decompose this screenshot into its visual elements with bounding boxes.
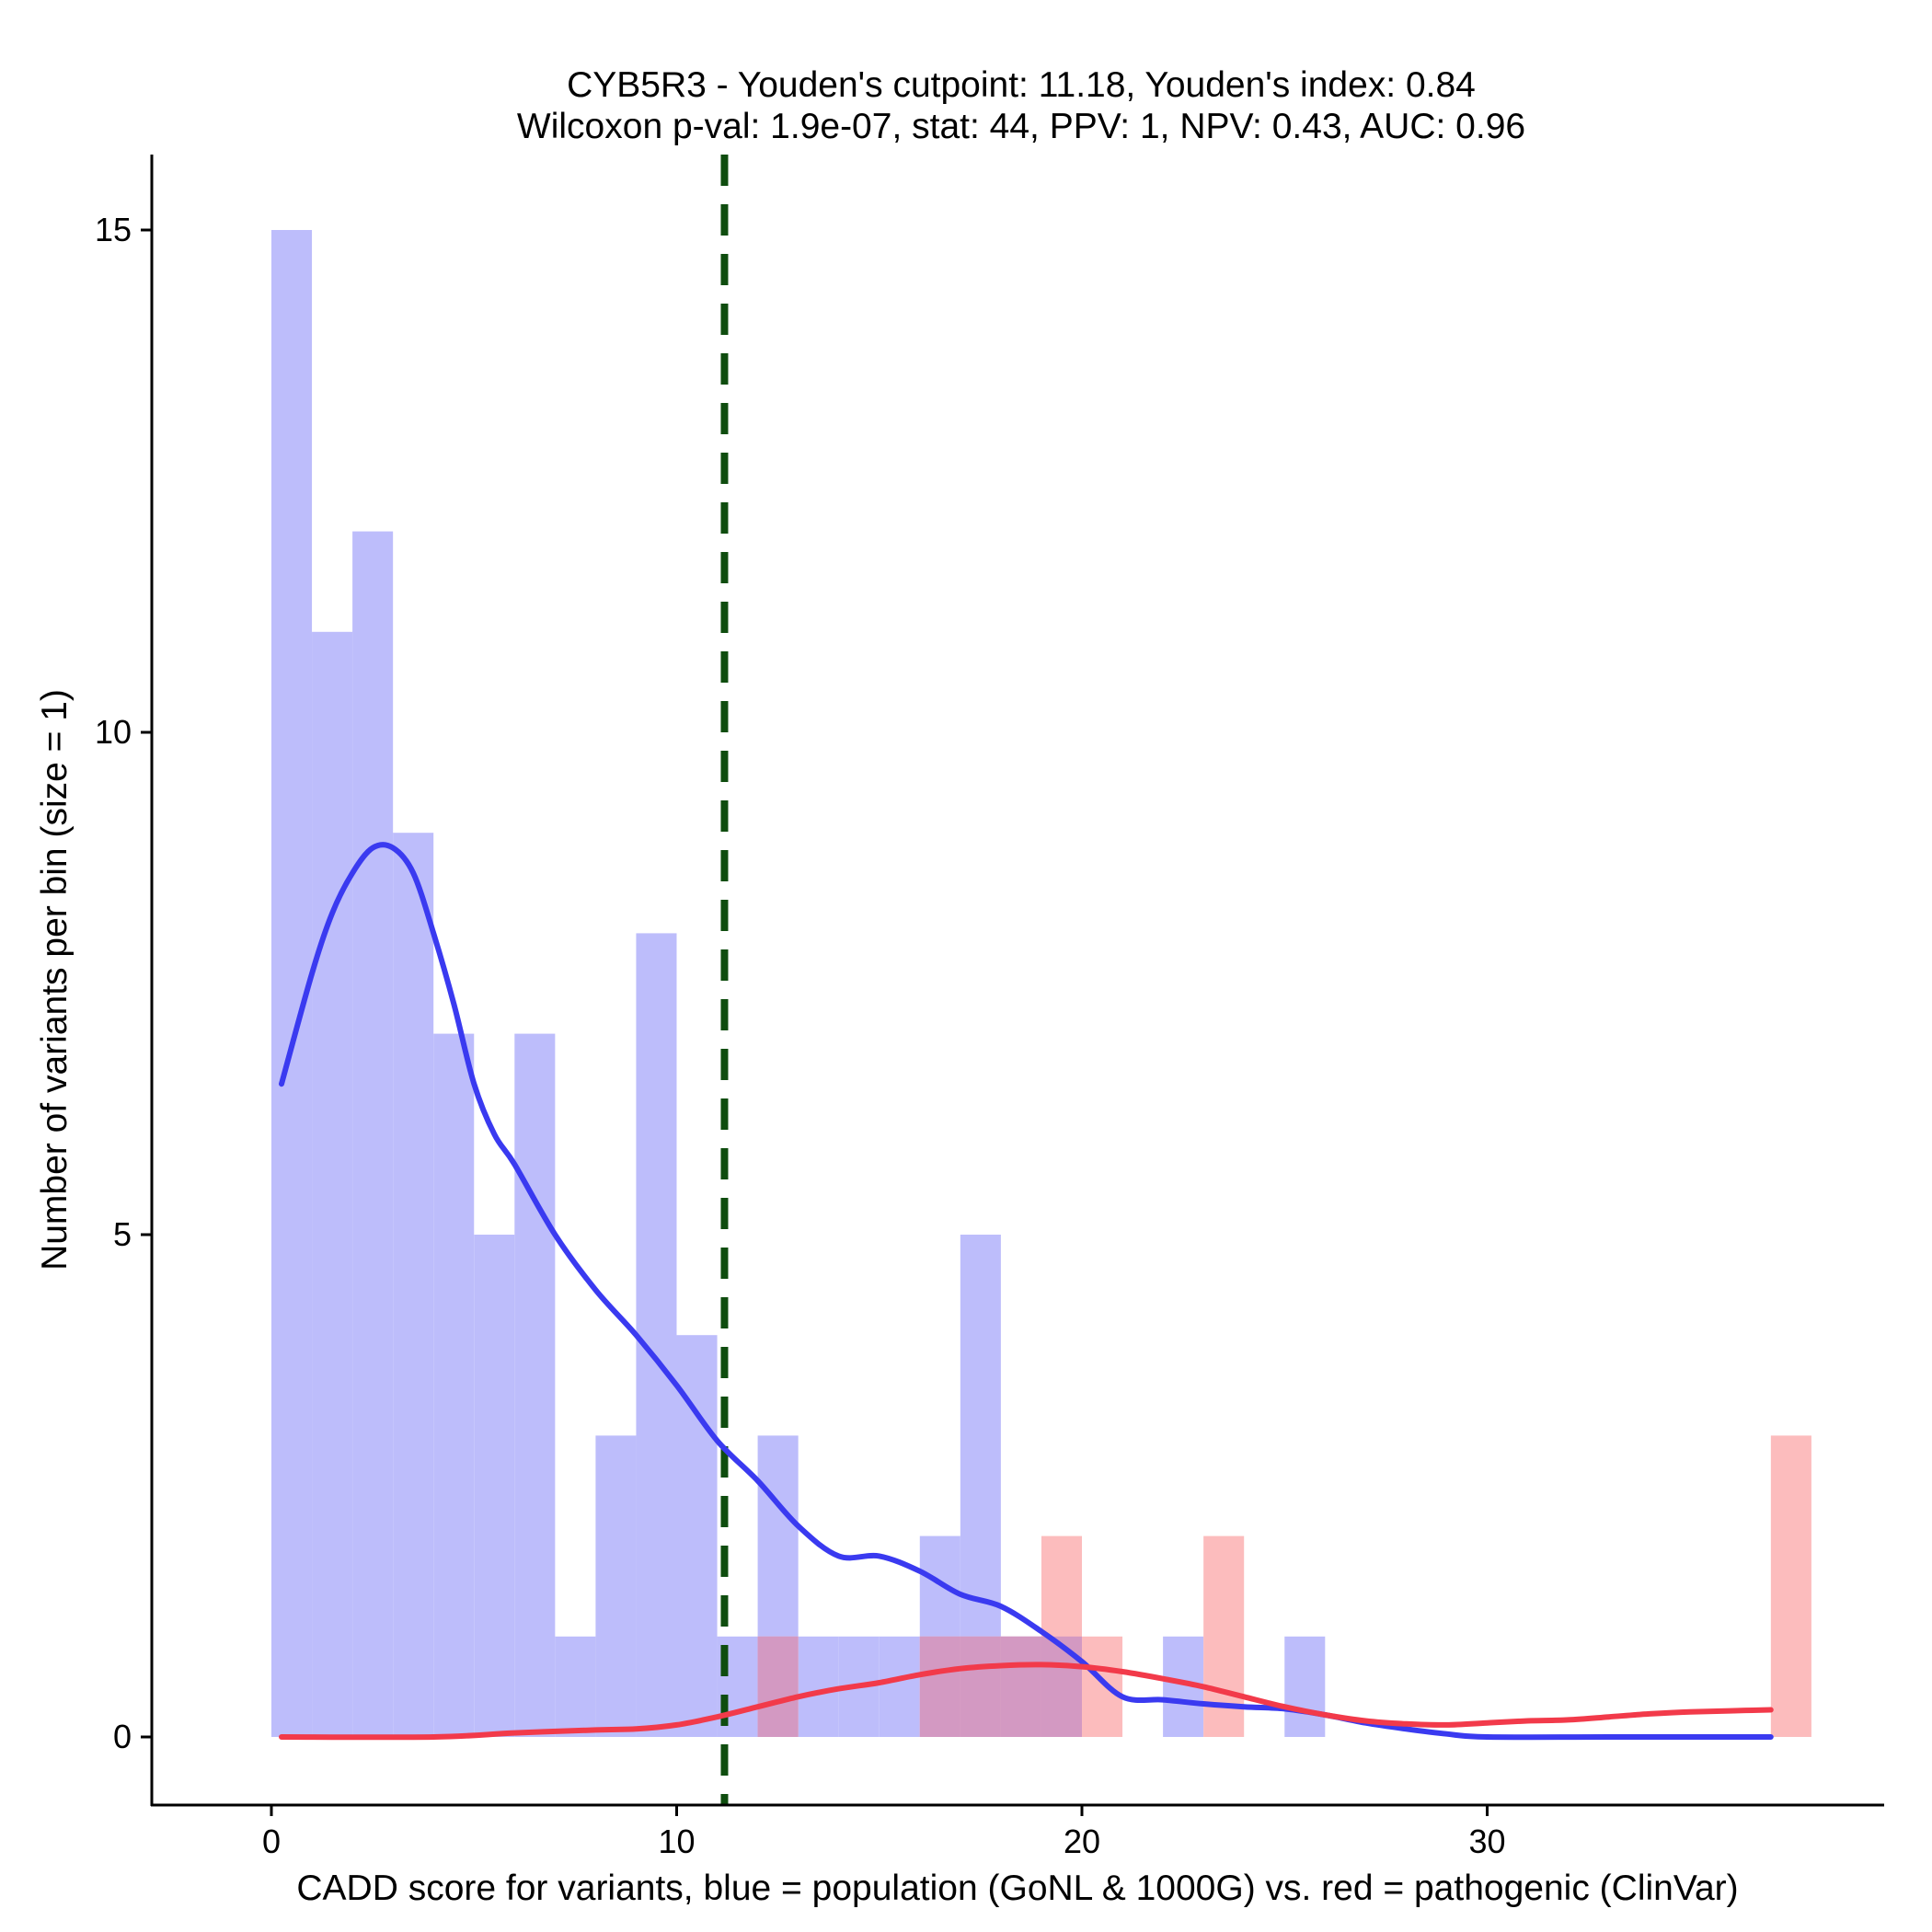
overlap-bar xyxy=(1041,1636,1082,1737)
population-bar xyxy=(433,1033,475,1737)
x-tick-label: 0 xyxy=(262,1823,281,1860)
y-tick-label: 5 xyxy=(113,1215,132,1253)
population-bar xyxy=(636,933,677,1737)
chart-title-line-1: CYB5R3 - Youden's cutpoint: 11.18, Youde… xyxy=(567,65,1476,105)
y-tick-label: 15 xyxy=(95,211,132,248)
x-axis-ticks: 0 10 20 30 xyxy=(262,1805,1506,1860)
population-bar xyxy=(676,1335,718,1737)
x-tick-label: 10 xyxy=(658,1823,695,1860)
overlap-bar xyxy=(1000,1636,1041,1737)
pathogenic-bar xyxy=(1770,1435,1811,1737)
population-bar xyxy=(514,1033,556,1737)
population-bar xyxy=(555,1636,596,1737)
overlap-bar xyxy=(919,1636,960,1737)
population-bar xyxy=(1284,1636,1326,1737)
population-bars xyxy=(271,230,1326,1737)
overlap-bar xyxy=(757,1636,799,1737)
overlap-bar xyxy=(960,1636,1001,1737)
y-tick-label: 10 xyxy=(95,713,132,751)
population-bar xyxy=(271,230,313,1737)
y-axis-title: Number of variants per bin (size = 1) xyxy=(35,689,75,1271)
population-bar xyxy=(312,631,353,1737)
population-bar xyxy=(595,1435,637,1737)
overlap-bars xyxy=(757,1636,1082,1737)
population-bar xyxy=(352,531,394,1737)
y-axis-ticks: 0 5 10 15 xyxy=(95,211,152,1755)
population-bar xyxy=(474,1235,515,1737)
pathogenic-bar xyxy=(1082,1636,1123,1737)
population-bar xyxy=(393,833,434,1737)
chart-title-line-2: Wilcoxon p-val: 1.9e-07, stat: 44, PPV: … xyxy=(517,107,1525,146)
pathogenic-density-curve xyxy=(279,1662,1774,1741)
population-bar xyxy=(879,1636,920,1737)
population-bar xyxy=(798,1636,839,1737)
y-tick-label: 0 xyxy=(113,1718,132,1755)
x-tick-label: 30 xyxy=(1468,1823,1505,1860)
x-axis-title: CADD score for variants, blue = populati… xyxy=(296,1869,1738,1908)
x-tick-label: 20 xyxy=(1064,1823,1100,1860)
